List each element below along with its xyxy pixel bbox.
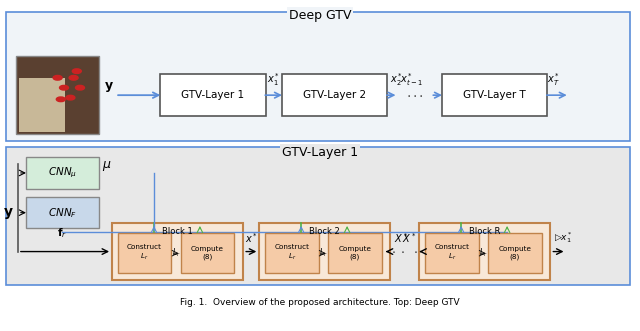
FancyBboxPatch shape xyxy=(26,157,99,189)
Text: $L_r$: $L_r$ xyxy=(172,247,180,260)
FancyBboxPatch shape xyxy=(425,233,479,273)
Text: Block 2: Block 2 xyxy=(309,227,340,236)
Text: Fig. 1.  Overview of the proposed architecture. Top: Deep GTV: Fig. 1. Overview of the proposed archite… xyxy=(180,298,460,307)
Circle shape xyxy=(53,75,62,80)
FancyBboxPatch shape xyxy=(488,233,541,273)
Text: $\triangleright x_1^*$: $\triangleright x_1^*$ xyxy=(554,230,573,245)
Text: Construct
$L_r$: Construct $L_r$ xyxy=(275,244,309,262)
Circle shape xyxy=(69,75,78,80)
FancyBboxPatch shape xyxy=(112,223,243,280)
FancyBboxPatch shape xyxy=(265,233,319,273)
Text: Block 1: Block 1 xyxy=(162,227,193,236)
Text: $\mathbf{f}_r$: $\mathbf{f}_r$ xyxy=(58,226,67,240)
Circle shape xyxy=(72,69,81,73)
Text: Compute
(8): Compute (8) xyxy=(191,247,224,260)
Text: $CNN_\mu$: $CNN_\mu$ xyxy=(48,166,77,180)
FancyBboxPatch shape xyxy=(442,74,547,116)
Text: $\mu$: $\mu$ xyxy=(102,159,112,173)
Circle shape xyxy=(66,95,75,100)
Text: $X^*$: $X^*$ xyxy=(402,231,416,245)
Text: $x_{t-1}^*$: $x_{t-1}^*$ xyxy=(400,71,422,88)
Text: GTV-Layer 1: GTV-Layer 1 xyxy=(282,146,358,160)
Text: $x_T^*$: $x_T^*$ xyxy=(547,71,560,88)
Text: $\cdot$: $\cdot$ xyxy=(406,88,410,102)
FancyBboxPatch shape xyxy=(118,233,172,273)
Text: GTV-Layer T: GTV-Layer T xyxy=(463,90,526,100)
FancyBboxPatch shape xyxy=(6,147,630,285)
FancyBboxPatch shape xyxy=(180,233,234,273)
Text: $\cdot$: $\cdot$ xyxy=(419,88,423,102)
FancyBboxPatch shape xyxy=(282,74,387,116)
FancyBboxPatch shape xyxy=(26,197,99,228)
Text: $\cdot$: $\cdot$ xyxy=(412,88,417,102)
FancyBboxPatch shape xyxy=(16,56,99,134)
Text: Construct
$L_r$: Construct $L_r$ xyxy=(127,244,162,262)
Text: $\mathbf{y}$: $\mathbf{y}$ xyxy=(104,80,114,94)
Text: Construct
$L_r$: Construct $L_r$ xyxy=(435,244,469,262)
Circle shape xyxy=(76,85,84,90)
Text: $CNN_F$: $CNN_F$ xyxy=(48,206,77,219)
FancyBboxPatch shape xyxy=(6,12,630,141)
Text: $L_r$: $L_r$ xyxy=(319,247,328,260)
Text: $x_2^*$: $x_2^*$ xyxy=(390,71,403,88)
FancyBboxPatch shape xyxy=(328,233,381,273)
Text: GTV-Layer 1: GTV-Layer 1 xyxy=(181,90,244,100)
Text: Compute
(8): Compute (8) xyxy=(338,247,371,260)
Circle shape xyxy=(60,85,68,90)
Text: Deep GTV: Deep GTV xyxy=(289,9,351,23)
FancyBboxPatch shape xyxy=(160,74,266,116)
FancyBboxPatch shape xyxy=(259,223,390,280)
FancyBboxPatch shape xyxy=(19,78,65,132)
Text: $x_1^*$: $x_1^*$ xyxy=(267,71,280,88)
Text: GTV-Layer 2: GTV-Layer 2 xyxy=(303,90,366,100)
Text: Compute
(8): Compute (8) xyxy=(498,247,531,260)
Text: Block R: Block R xyxy=(469,227,500,236)
Text: $\mathbf{y}$: $\mathbf{y}$ xyxy=(3,206,14,221)
Circle shape xyxy=(56,97,65,102)
Text: $L_r$: $L_r$ xyxy=(479,247,488,260)
Text: $X^*$: $X^*$ xyxy=(394,231,408,245)
Text: $\cdot\;\cdot\;\cdot$: $\cdot\;\cdot\;\cdot$ xyxy=(392,245,418,258)
Text: $x^*$: $x^*$ xyxy=(244,231,258,245)
FancyBboxPatch shape xyxy=(419,223,550,280)
